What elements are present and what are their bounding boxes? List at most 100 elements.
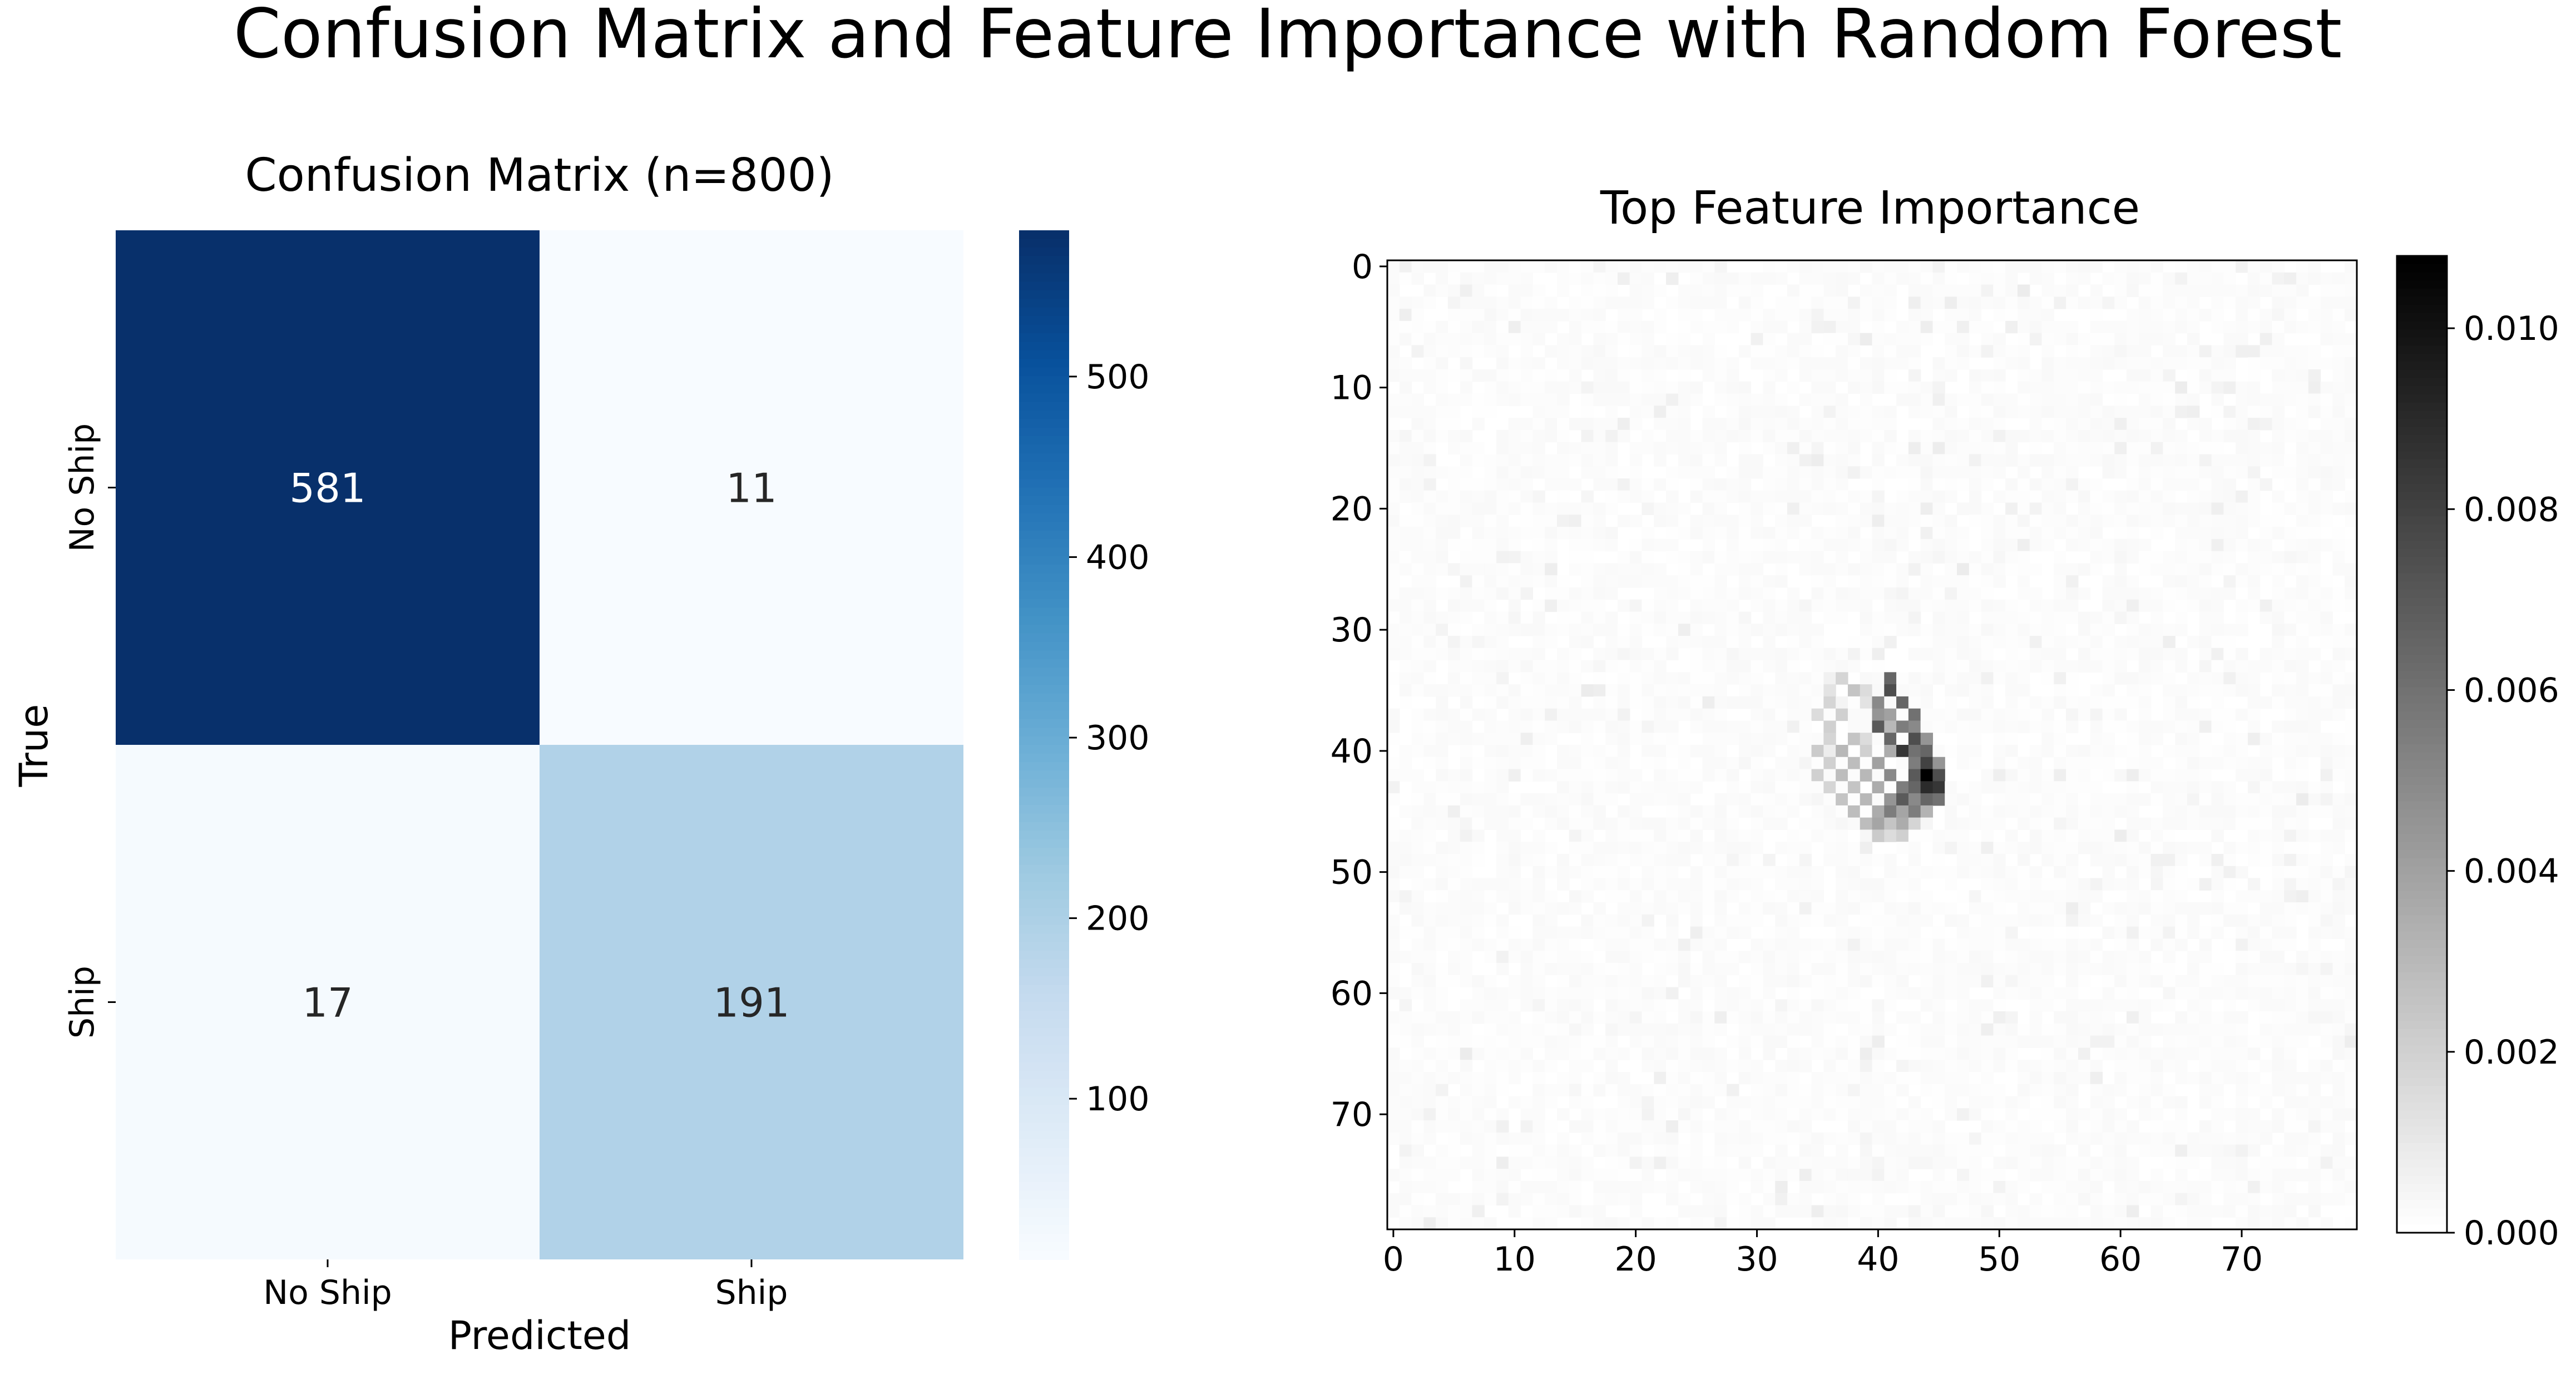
importance-cell: [2259, 890, 2273, 903]
importance-cell: [1411, 418, 1424, 431]
importance-cell: [1690, 817, 1703, 831]
importance-cell: [1629, 684, 1643, 697]
importance-cell: [1387, 538, 1400, 552]
importance-cell: [1872, 466, 1885, 479]
importance-cell: [1836, 429, 1848, 443]
importance-cell: [2138, 490, 2152, 503]
importance-cell: [1508, 805, 1521, 818]
importance-cell: [1447, 284, 1461, 297]
importance-cell: [1399, 926, 1412, 940]
colorbar-segment: [1019, 1027, 1069, 1037]
importance-cell: [1581, 611, 1594, 624]
importance-cell: [1969, 490, 1982, 503]
importance-cell: [1496, 1023, 1509, 1036]
importance-cell: [1678, 284, 1691, 297]
importance-cell: [1484, 999, 1497, 1012]
importance-cell: [2175, 551, 2188, 564]
importance-cell: [1945, 648, 1957, 661]
importance-cell: [1496, 454, 1509, 467]
importance-cell: [1532, 926, 1545, 940]
importance-cell: [1738, 478, 1752, 491]
importance-cell: [1932, 575, 1945, 588]
importance-cell: [1423, 842, 1436, 854]
importance-cell: [2247, 769, 2261, 782]
importance-cell: [1957, 1084, 1970, 1097]
importance-cell: [1751, 587, 1764, 600]
importance-cell: [1629, 454, 1643, 467]
importance-cell: [2223, 357, 2236, 370]
importance-cell: [1945, 902, 1957, 915]
importance-cell: [1811, 345, 1824, 358]
importance-cell: [1569, 1084, 1582, 1097]
importance-cell: [1884, 624, 1897, 636]
importance-cell: [2114, 951, 2127, 963]
importance-cell: [2041, 345, 2054, 358]
importance-cell: [2078, 648, 2091, 661]
importance-cell: [2102, 987, 2115, 1000]
importance-cell: [1908, 611, 1921, 624]
importance-cell: [1945, 624, 1957, 636]
importance-cell: [2236, 575, 2248, 588]
importance-cell: [1569, 527, 1582, 540]
importance-cell: [2163, 660, 2175, 673]
importance-cell: [1399, 272, 1412, 285]
importance-cell: [1460, 1035, 1473, 1048]
importance-cell: [1423, 284, 1436, 297]
importance-cell: [1702, 757, 1715, 770]
confusion-cell: [116, 745, 540, 1259]
importance-cell: [1799, 914, 1812, 927]
importance-cell: [2029, 599, 2043, 612]
importance-cell: [2163, 951, 2175, 963]
importance-cell: [1484, 708, 1497, 721]
importance-cell: [2247, 938, 2261, 951]
colorbar-segment: [1019, 487, 1069, 497]
importance-cell: [1920, 575, 1934, 588]
importance-cell: [1993, 393, 2006, 406]
importance-cell: [1508, 369, 1521, 382]
importance-cell: [1908, 357, 1921, 370]
importance-cell: [1520, 284, 1534, 297]
importance-cell: [1605, 708, 1618, 721]
importance-cell: [1799, 769, 1812, 782]
importance-cell: [1387, 853, 1400, 867]
importance-cell: [1629, 636, 1643, 649]
importance-cell: [2284, 1108, 2297, 1121]
importance-cell: [1763, 853, 1776, 867]
importance-cell: [1763, 1023, 1776, 1036]
importance-cell: [1727, 587, 1739, 600]
importance-cell: [1836, 987, 1848, 1000]
importance-cell: [1411, 502, 1424, 515]
importance-cell: [2199, 490, 2212, 503]
importance-cell: [2199, 1035, 2212, 1048]
importance-cell: [2127, 381, 2139, 394]
importance-cell: [1678, 515, 1691, 527]
importance-cell: [1581, 345, 1594, 358]
importance-cell: [1908, 781, 1921, 794]
importance-cell: [1472, 515, 1485, 527]
importance-cell: [2259, 272, 2273, 285]
importance-cell: [2320, 708, 2333, 721]
importance-cell: [1896, 357, 1909, 370]
importance-cell: [2247, 490, 2261, 503]
importance-cell: [1932, 429, 1945, 443]
importance-cell: [2272, 599, 2285, 612]
importance-cell: [1484, 611, 1497, 624]
importance-cell: [1981, 369, 1994, 382]
importance-cell: [1957, 853, 1970, 867]
importance-cell: [1738, 684, 1752, 697]
importance-cell: [1920, 442, 1934, 455]
importance-cell: [1423, 757, 1436, 770]
importance-cell: [2066, 636, 2079, 649]
importance-cell: [1484, 381, 1497, 394]
importance-cell: [1908, 406, 1921, 418]
importance-cell: [1387, 914, 1400, 927]
importance-cell: [1423, 333, 1436, 346]
importance-cell: [1993, 672, 2006, 685]
importance-cell: [1496, 938, 1509, 951]
importance-cell: [1678, 1011, 1691, 1024]
importance-cell: [2005, 696, 2018, 709]
importance-cell: [1411, 708, 1424, 721]
importance-cell: [2211, 296, 2224, 309]
importance-cell: [1666, 381, 1679, 394]
importance-cell: [1472, 672, 1485, 685]
